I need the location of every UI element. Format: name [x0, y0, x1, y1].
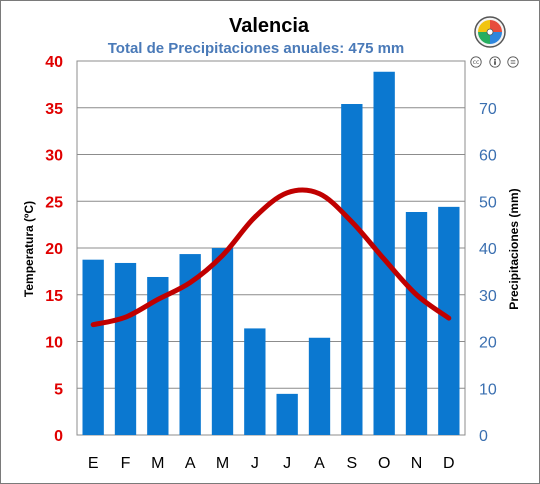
left-tick-label: 5 [54, 381, 63, 398]
precipitation-bar [114, 262, 137, 435]
x-tick-label: J [251, 455, 259, 472]
precipitation-bar [244, 328, 266, 435]
nd-icon [507, 56, 519, 68]
temperature-line [90, 187, 452, 328]
puzzle-logo-icon [474, 16, 506, 48]
precipitation-bar [179, 254, 201, 435]
left-tick-label: 25 [45, 194, 63, 211]
right-tick-label: 50 [479, 194, 497, 211]
x-tick-label: F [121, 455, 131, 472]
x-tick-label: N [411, 455, 423, 472]
left-tick-label: 30 [45, 148, 63, 165]
left-tick-label: 10 [45, 335, 63, 352]
left-tick-label: 40 [45, 54, 63, 71]
by-icon [489, 56, 501, 68]
precipitation-bar [308, 337, 331, 435]
precipitation-bar [373, 71, 395, 435]
x-tick-label: E [88, 455, 99, 472]
left-axis-ticks: 0 5 10 15 20 25 30 35 40 [45, 54, 63, 445]
right-tick-label: 40 [479, 241, 497, 258]
x-tick-label: A [314, 455, 325, 472]
chart-title: Valencia [229, 15, 310, 37]
precipitation-bar [438, 206, 460, 435]
temperature-curve [90, 187, 452, 328]
x-tick-label: A [185, 455, 196, 472]
chart-subtitle: Total de Precipitaciones anuales: 475 mm [108, 40, 405, 57]
x-tick-label: O [378, 455, 390, 472]
precipitation-bar [276, 393, 298, 435]
grid-lines [76, 60, 466, 436]
precipitation-bar [341, 104, 363, 435]
right-axis-label: Precipitaciones (mm) [507, 188, 521, 309]
left-tick-label: 20 [45, 241, 63, 258]
right-tick-label: 30 [479, 288, 497, 305]
right-tick-label: 70 [479, 101, 497, 118]
right-tick-label: 60 [479, 148, 497, 165]
left-tick-label: 35 [45, 101, 63, 118]
svg-text:cc: cc [473, 59, 480, 66]
right-tick-label: 0 [479, 428, 488, 445]
precipitation-bars [82, 71, 460, 435]
precipitation-bar [82, 259, 104, 435]
precipitation-bar [147, 276, 169, 435]
x-tick-label: D [443, 455, 455, 472]
x-tick-label: J [283, 455, 291, 472]
precipitation-bar [405, 212, 428, 435]
left-axis-label: Temperatura (ºC) [22, 201, 36, 297]
plot-frame [76, 60, 466, 436]
x-tick-label: M [151, 455, 164, 472]
left-tick-label: 0 [54, 428, 63, 445]
precipitation-bar [211, 248, 234, 435]
right-tick-label: 10 [479, 381, 497, 398]
x-tick-label: S [346, 455, 357, 472]
cc-icon: cc [470, 56, 482, 68]
left-tick-label: 15 [45, 288, 63, 305]
right-tick-label: 20 [479, 335, 497, 352]
license-badge: cc [470, 16, 519, 68]
x-tick-label: M [216, 455, 229, 472]
right-axis-ticks: 0 10 20 30 40 50 60 70 [479, 101, 497, 445]
